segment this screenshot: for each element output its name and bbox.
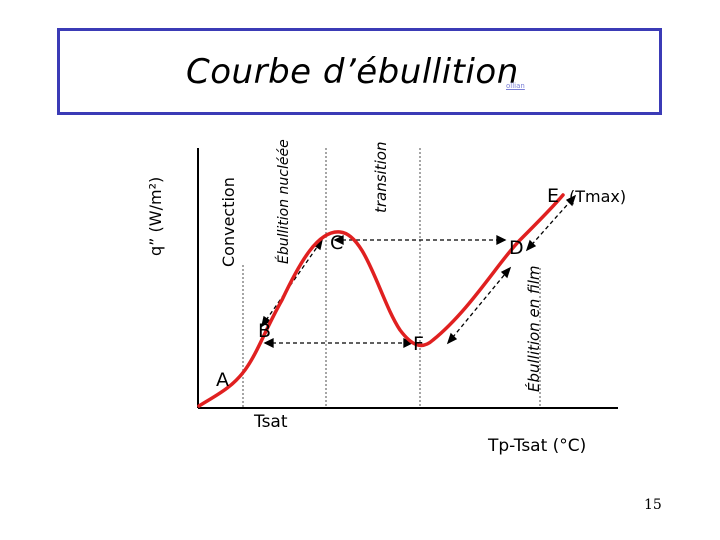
- title-frame: [57, 28, 662, 115]
- point-label-a: A: [216, 369, 229, 391]
- tsat-label: Tsat: [254, 412, 288, 432]
- y-axis-label: q” (W/m²): [146, 176, 165, 256]
- arrow-transition-top-head-right: [496, 234, 507, 246]
- point-label-b: B: [258, 320, 272, 342]
- point-label-d: D: [509, 237, 524, 259]
- x-axis-label: Tp-Tsat (°C): [488, 436, 587, 456]
- arrow-film-upper-head-top: [565, 194, 577, 207]
- arrow-film-lower: [447, 267, 511, 344]
- region-label-convection: Convection: [219, 177, 238, 267]
- arrow-film-upper-head-bottom: [525, 239, 537, 252]
- arrow-nucleate-head-bottom: [261, 315, 272, 328]
- region-label-nucleate: Ébullition nucléée: [276, 139, 292, 264]
- slide-title: Courbe d’ébullition: [186, 52, 519, 92]
- arrow-film-upper: [526, 195, 576, 251]
- arrow-transition-bottom-head-left: [263, 337, 274, 349]
- point-label-f: F: [413, 333, 424, 355]
- arrow-film-lower-head-bottom: [446, 332, 458, 345]
- point-label-e: E: [547, 185, 560, 207]
- boiling-curve: [197, 193, 565, 408]
- region-label-transition: transition: [372, 141, 390, 213]
- arrow-transition-top-head-left: [333, 234, 344, 246]
- title-link[interactable]: ollian: [506, 82, 525, 90]
- arrow-film-lower-head-top: [500, 266, 512, 279]
- point-label-c: C: [330, 232, 344, 254]
- point-label-e-note: (Tmax): [569, 187, 627, 206]
- region-label-film: Ébullition en film: [525, 265, 543, 392]
- page-number: 15: [644, 497, 662, 513]
